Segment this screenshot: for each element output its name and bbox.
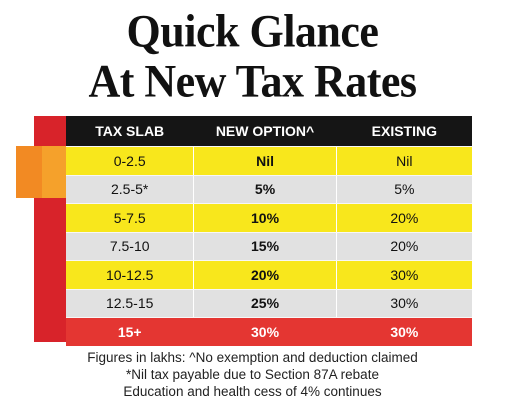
slab-cell: 15+ xyxy=(117,323,142,340)
existing-rate-cell: 20% xyxy=(390,238,419,255)
tax-rates-table: TAX SLAB NEW OPTION^ EXISTING 0-2.5 Nil … xyxy=(66,116,472,346)
table-row: 2.5-5* 5% 5% xyxy=(66,174,472,203)
table-row: 12.5-15 25% 30% xyxy=(66,288,472,317)
footnote-line-1: Figures in lakhs: ^No exemption and dedu… xyxy=(87,350,418,365)
table-header-row: TAX SLAB NEW OPTION^ EXISTING xyxy=(66,116,472,146)
table-row: 5-7.5 10% 20% xyxy=(66,203,472,232)
title-line-2: At New Tax Rates xyxy=(88,55,417,108)
new-rate-cell: 15% xyxy=(193,232,337,260)
new-rate-cell: 25% xyxy=(193,289,337,317)
existing-rate-cell: 5% xyxy=(394,181,415,198)
header-existing: EXISTING xyxy=(371,123,438,139)
footnote-line-3: Education and health cess of 4% continue… xyxy=(123,384,382,399)
table-row-highlight: 15+ 30% 30% xyxy=(66,317,472,346)
header-tax-slab: TAX SLAB xyxy=(95,123,165,139)
slab-cell: 5-7.5 xyxy=(113,209,146,226)
slab-cell: 2.5-5* xyxy=(111,181,149,198)
table-row: 7.5-10 15% 20% xyxy=(66,231,472,260)
title-line-1: Quick Glance xyxy=(126,5,379,58)
slab-cell: 10-12.5 xyxy=(105,266,154,283)
new-rate-cell: 10% xyxy=(193,204,337,232)
accent-tab-shade xyxy=(16,146,42,198)
new-rate-cell: 20% xyxy=(193,261,337,289)
header-new-option: NEW OPTION^ xyxy=(193,116,337,146)
slab-cell: 12.5-15 xyxy=(105,295,154,312)
table-row: 10-12.5 20% 30% xyxy=(66,260,472,289)
table-row: 0-2.5 Nil Nil xyxy=(66,146,472,175)
new-rate-cell: 5% xyxy=(193,175,337,203)
existing-rate-cell: Nil xyxy=(396,152,413,169)
existing-rate-cell: 30% xyxy=(390,266,419,283)
footnote-line-2: *Nil tax payable due to Section 87A reba… xyxy=(126,367,379,382)
new-rate-cell: Nil xyxy=(193,147,337,175)
existing-rate-cell: 20% xyxy=(390,209,419,226)
slab-cell: 7.5-10 xyxy=(109,238,150,255)
new-rate-cell: 30% xyxy=(193,318,337,346)
existing-rate-cell: 30% xyxy=(390,323,419,340)
existing-rate-cell: 30% xyxy=(390,295,419,312)
footnotes: Figures in lakhs: ^No exemption and dedu… xyxy=(0,349,505,400)
slab-cell: 0-2.5 xyxy=(113,152,146,169)
